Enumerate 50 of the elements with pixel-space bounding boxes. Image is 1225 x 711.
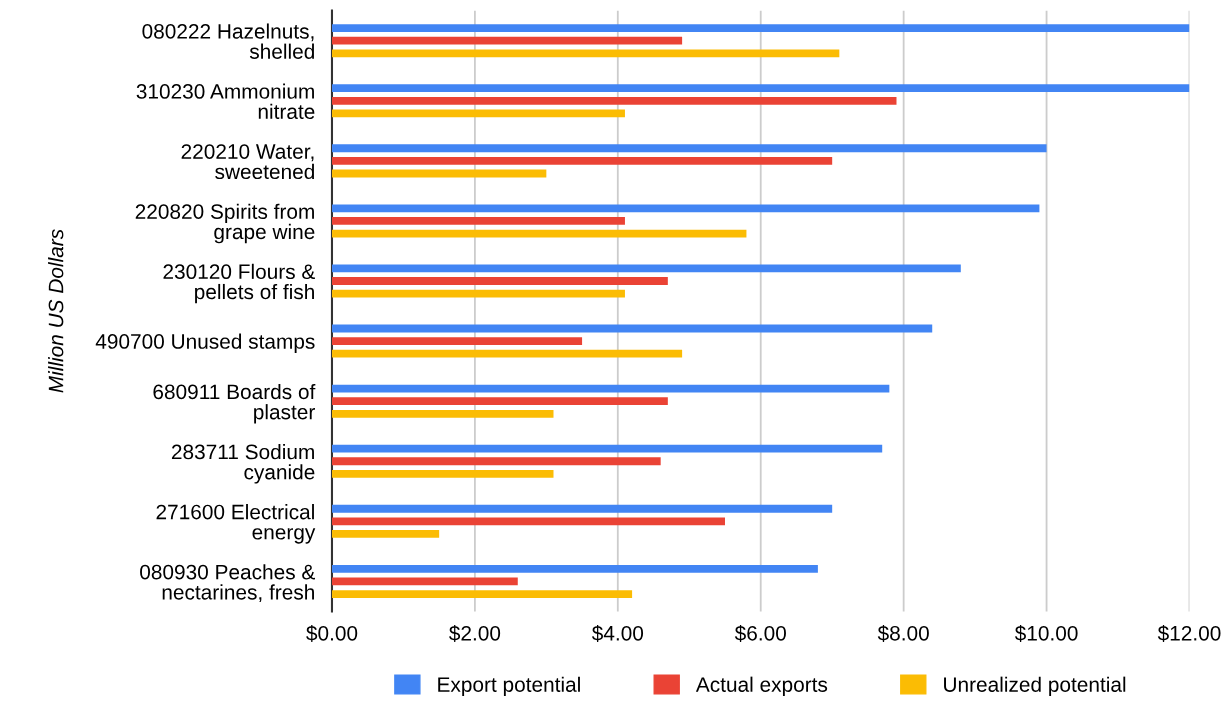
bar xyxy=(331,349,683,358)
bar xyxy=(331,324,933,333)
legend-label: Unrealized potential xyxy=(944,676,1126,697)
bar xyxy=(331,409,554,418)
bar xyxy=(331,504,833,513)
y-tick-label: 080222 Hazelnuts, shelled xyxy=(142,23,314,59)
y-tick-label: 310230 Ammonium nitrate xyxy=(136,83,315,119)
y-tick-label: 271600 Electrical energy xyxy=(156,504,316,544)
bar xyxy=(331,397,668,406)
bar xyxy=(331,204,1040,213)
bar xyxy=(331,590,633,598)
bar xyxy=(331,277,668,285)
x-tick-label: $4.00 xyxy=(591,625,644,642)
bar xyxy=(331,530,440,538)
x-tick-label: $2.00 xyxy=(449,625,501,642)
y-tick-label: 220210 Water, sweetened xyxy=(181,144,314,180)
bar xyxy=(331,217,625,225)
y-tick-label: 283711 Sodium cyanide xyxy=(171,444,315,484)
y-axis-title: Million US Dollars xyxy=(48,229,64,393)
x-tick-label: $12.00 xyxy=(1157,625,1221,642)
y-tick-label: 220820 Spirits from grape wine xyxy=(135,203,315,244)
x-tick-label: $6.00 xyxy=(734,625,786,642)
bar xyxy=(331,264,961,273)
bar xyxy=(331,49,840,58)
x-tick-label: $0.00 xyxy=(306,625,358,642)
bar xyxy=(331,457,661,466)
bar xyxy=(331,577,518,586)
bar xyxy=(331,384,890,393)
bar xyxy=(331,229,747,238)
bar xyxy=(331,96,897,105)
y-tick-label: 080930 Peaches & nectarines, fresh xyxy=(140,564,315,603)
bar xyxy=(331,36,683,45)
bar xyxy=(331,84,1190,93)
bar xyxy=(331,564,818,573)
bar xyxy=(331,24,1190,32)
x-tick-label: $8.00 xyxy=(877,625,929,642)
bar xyxy=(331,109,625,118)
legend-label: Export potential xyxy=(438,676,580,697)
legend-label: Actual exports xyxy=(695,676,828,697)
bar xyxy=(331,517,725,526)
y-tick-label: 680911 Boards of plaster xyxy=(153,383,316,424)
bar xyxy=(331,337,583,346)
bar xyxy=(331,144,1047,153)
bar xyxy=(331,289,625,298)
x-tick-label: $10.00 xyxy=(1014,625,1078,642)
bar xyxy=(331,156,833,165)
y-tick-label: 490700 Unused stamps xyxy=(95,333,315,353)
bar xyxy=(331,444,883,453)
y-tick-label: 230120 Flours & pellets of fish xyxy=(163,263,315,304)
bar xyxy=(331,469,554,478)
